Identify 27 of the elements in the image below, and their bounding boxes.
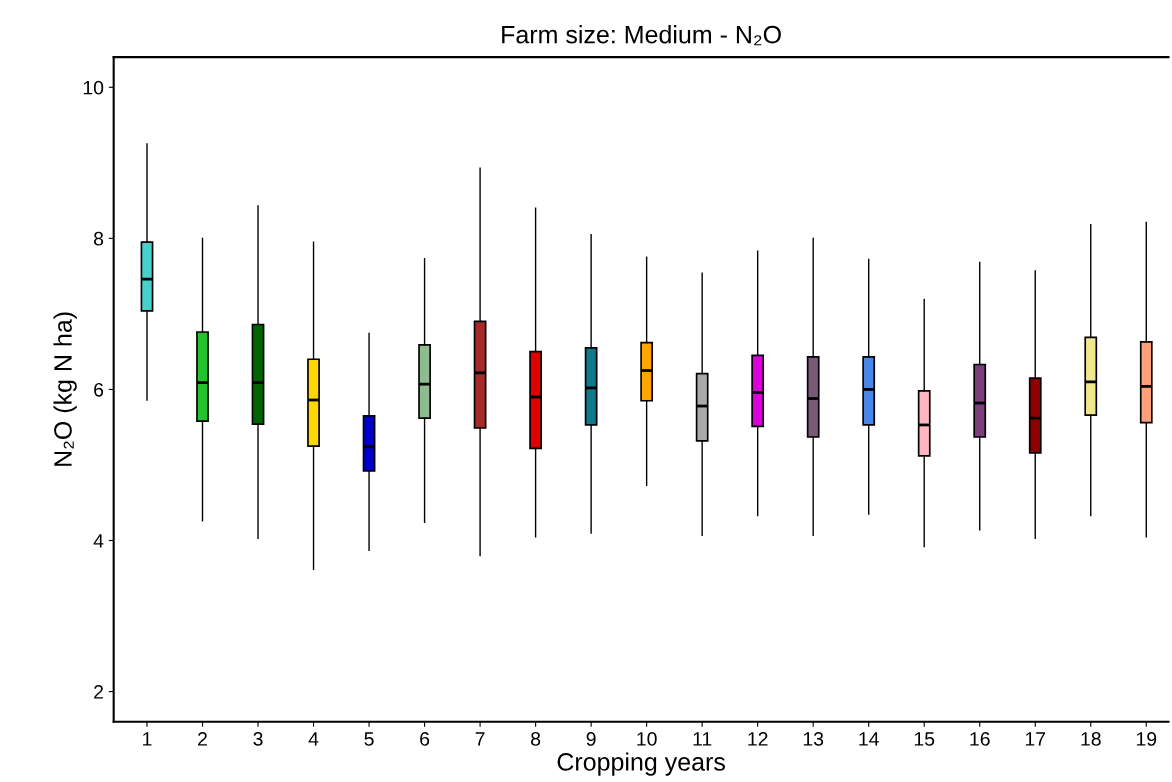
x-tick-label: 5	[364, 732, 374, 746]
y-tick-label: 4	[93, 534, 104, 548]
y-tick-label: 8	[93, 231, 104, 246]
x-tick-label: 11	[693, 732, 712, 746]
x-axis-title: Cropping years	[557, 752, 725, 776]
x-tick-label: 16	[970, 732, 990, 746]
x-tick-label: 8	[531, 732, 541, 746]
x-tick-label: 19	[1136, 732, 1157, 746]
y-tick-label: 10	[83, 80, 104, 95]
x-tick-label: 7	[475, 732, 485, 746]
x-tick-label: 10	[637, 732, 657, 746]
x-tick-label: 9	[586, 732, 596, 746]
x-tick-label: 12	[748, 732, 768, 746]
x-tick-label: 17	[1025, 732, 1046, 746]
x-tick-label: 2	[198, 732, 207, 746]
x-tick-label: 6	[420, 732, 430, 746]
y-tick-label: 2	[94, 685, 103, 699]
chart-title: Farm size: Medium - N₂O	[502, 25, 781, 46]
x-tick-label: 15	[914, 732, 935, 746]
x-tick-label: 3	[253, 732, 263, 746]
x-tick-label: 4	[308, 732, 319, 746]
x-tick-label: 13	[803, 732, 824, 746]
y-tick-label: 6	[94, 382, 104, 397]
y-axis-title: N₂O (kg N ha)	[53, 312, 77, 466]
x-tick-label: 18	[1081, 732, 1101, 746]
x-tick-label: 1	[143, 732, 152, 746]
x-tick-label: 14	[859, 732, 879, 746]
